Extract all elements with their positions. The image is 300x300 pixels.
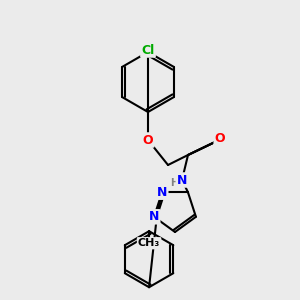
Text: Cl: Cl <box>141 44 154 56</box>
Text: N: N <box>149 210 159 223</box>
Text: N: N <box>157 186 167 199</box>
Text: N: N <box>177 173 187 187</box>
Text: O: O <box>215 133 225 146</box>
Text: O: O <box>143 134 153 146</box>
Text: H: H <box>170 178 178 188</box>
Text: CH₃: CH₃ <box>138 238 160 248</box>
